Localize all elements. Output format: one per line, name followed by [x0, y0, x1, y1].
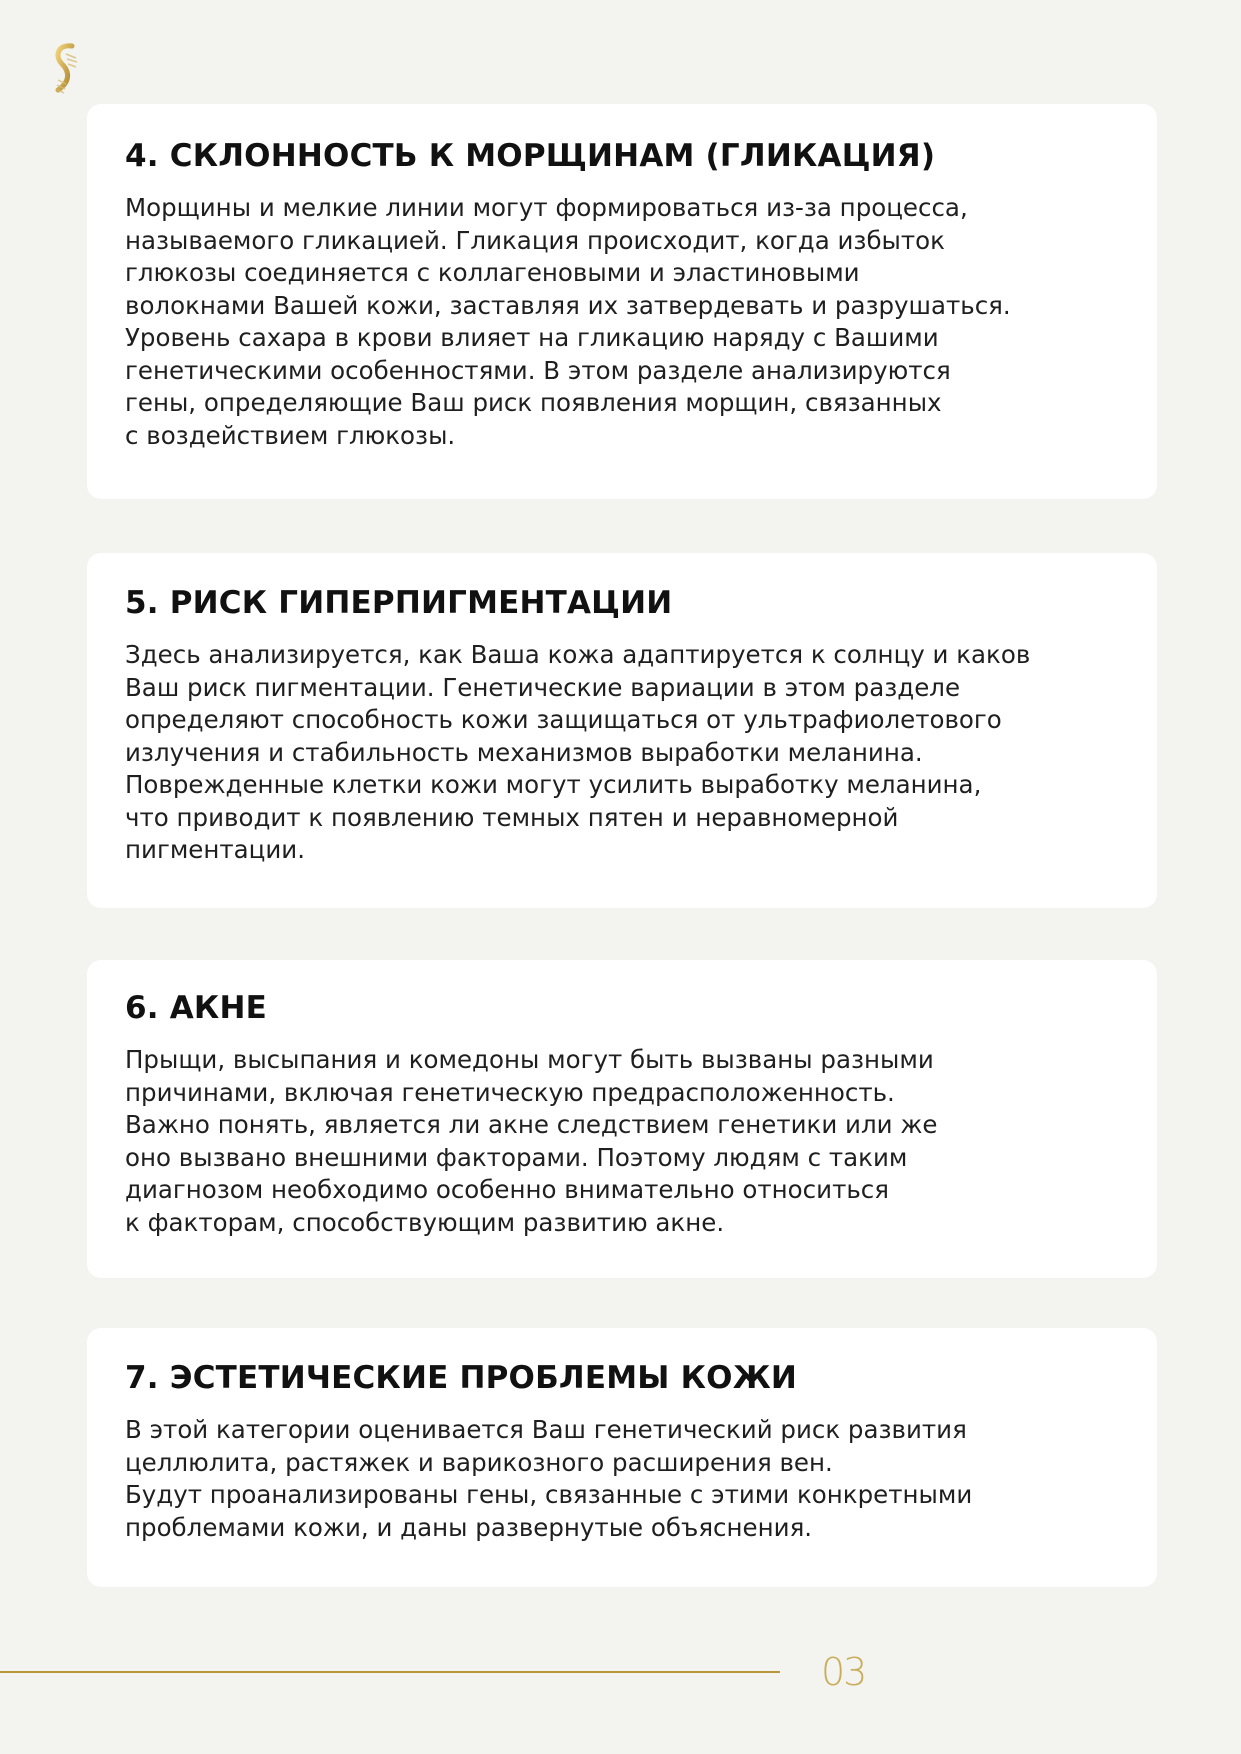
section-text: Морщины и мелкие линии могут формировать… — [125, 192, 1119, 452]
section-text: Прыщи, высыпания и комедоны могут быть в… — [125, 1044, 1119, 1239]
section-text: В этой категории оценивается Ваш генетич… — [125, 1414, 1119, 1544]
section-card-acne: 6. АКНЕ Прыщи, высыпания и комедоны могу… — [87, 960, 1157, 1278]
text-line: к факторам, способствующим развитию акне… — [125, 1207, 725, 1237]
text-line: с воздействием глюкозы. — [125, 420, 456, 450]
text-line: называемого гликацией. Гликация происход… — [125, 225, 945, 255]
section-text: Здесь анализируется, как Ваша кожа адапт… — [125, 639, 1119, 867]
text-line: излучения и стабильность механизмов выра… — [125, 737, 923, 767]
text-line: генетическими особенностями. В этом разд… — [125, 355, 951, 385]
text-line: определяют способность кожи защищаться о… — [125, 705, 1002, 734]
text-line: Важно понять, является ли акне следствие… — [125, 1110, 938, 1139]
text-line: Поврежденные клетки кожи могут усилить в… — [125, 770, 982, 799]
section-title: 6. АКНЕ — [125, 990, 267, 1026]
text-line: Здесь анализируется, как Ваша кожа адапт… — [125, 640, 1031, 669]
text-line: Будут проанализированы гены, связанные с… — [125, 1480, 973, 1509]
page-number: 03 — [821, 1650, 867, 1694]
text-line: Прыщи, высыпания и комедоны могут быть в… — [125, 1045, 934, 1074]
section-card-aesthetic-skin-problems: 7. ЭСТЕТИЧЕСКИЕ ПРОБЛЕМЫ КОЖИ В этой кат… — [87, 1328, 1157, 1587]
text-line: Уровень сахара в крови влияет на гликаци… — [125, 323, 939, 352]
text-line: целлюлита, растяжек и варикозного расшир… — [125, 1447, 833, 1477]
section-card-hyperpigmentation: 5. РИСК ГИПЕРПИГМЕНТАЦИИ Здесь анализиру… — [87, 553, 1157, 908]
section-title: 7. ЭСТЕТИЧЕСКИЕ ПРОБЛЕМЫ КОЖИ — [125, 1360, 797, 1396]
text-line: причинами, включая генетическую предрасп… — [125, 1077, 895, 1107]
section-card-wrinkles: 4. СКЛОННОСТЬ К МОРЩИНАМ (ГЛИКАЦИЯ) Морщ… — [87, 104, 1157, 499]
text-line: В этой категории оценивается Ваш генетич… — [125, 1415, 967, 1444]
text-line: волокнами Вашей кожи, заставляя их затве… — [125, 290, 1011, 320]
dna-logo-icon — [55, 43, 78, 94]
text-line: Морщины и мелкие линии могут формировать… — [125, 193, 968, 222]
text-line: диагнозом необходимо особенно внимательн… — [125, 1175, 889, 1204]
text-line: что приводит к появлению темных пятен и … — [125, 802, 899, 832]
text-line: глюкозы соединяется с коллагеновыми и эл… — [125, 258, 860, 287]
text-line: гены, определяющие Ваш риск появления мо… — [125, 388, 942, 417]
footer-divider — [0, 1671, 780, 1673]
section-title: 4. СКЛОННОСТЬ К МОРЩИНАМ (ГЛИКАЦИЯ) — [125, 138, 936, 174]
text-line: оно вызвано внешними факторами. Поэтому … — [125, 1142, 908, 1172]
text-line: пигментации. — [125, 835, 305, 864]
section-title: 5. РИСК ГИПЕРПИГМЕНТАЦИИ — [125, 585, 673, 621]
text-line: Ваш риск пигментации. Генетические вариа… — [125, 672, 961, 702]
text-line: проблемами кожи, и даны развернутые объя… — [125, 1512, 813, 1542]
